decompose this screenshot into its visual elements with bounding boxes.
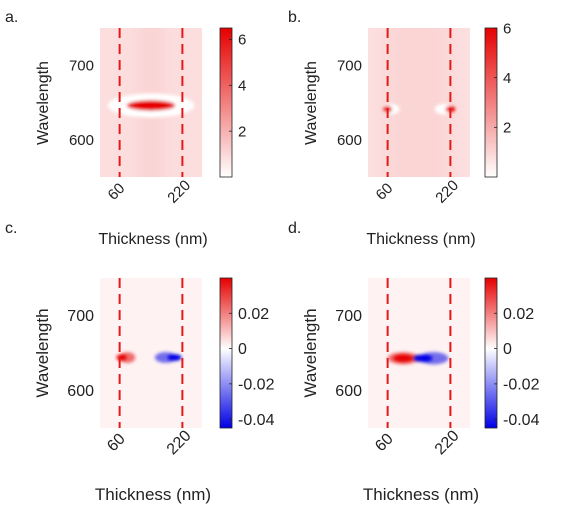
y-axis-label: Wavelength [303, 61, 320, 145]
hotspot [107, 93, 195, 118]
hotspot-core [393, 354, 414, 362]
panel-d: d. 600 700 60 220 Wavelength Thickness (nm) 0.0… [288, 220, 540, 504]
hotspot [387, 352, 419, 365]
x-axis-label: Thickness (nm) [363, 485, 479, 504]
colorbar-tick-label: 2 [503, 120, 511, 137]
colorbar-tick-label: 0.02 [503, 306, 534, 323]
x-tick-label: 60 [373, 180, 397, 204]
y-tick-label: 700 [69, 58, 94, 75]
colorbar-tick-label: -0.04 [238, 412, 275, 429]
panel-letter: a. [5, 9, 18, 26]
panel-c: c. 600 700 60 220 Wavelength Thickness (nm) 0.0… [5, 220, 275, 504]
hotspot-core [116, 354, 127, 361]
x-tick-label: 220 [164, 177, 194, 207]
colorbar-tick-label: 0 [503, 341, 512, 358]
y-axis-label: Wavelength [301, 308, 320, 397]
panel-b: b. 600 700 60 220 Wavelength Thickness (nm) 2 4 6 [288, 9, 511, 248]
colorbar-tick-label: -0.02 [238, 376, 275, 393]
colorbar-tick-label: 6 [503, 20, 511, 37]
x-tick-label: 220 [432, 427, 463, 458]
y-axis-label: Wavelength [33, 308, 52, 397]
x-axis-label: Thickness (nm) [95, 485, 211, 504]
x-tick-label: 60 [372, 430, 397, 455]
panel-letter: c. [5, 220, 17, 237]
colorbar [219, 277, 233, 429]
x-tick-label: 220 [164, 427, 195, 458]
hotspot-core [126, 100, 176, 111]
heatmap-field [368, 278, 470, 428]
y-tick-label: 600 [67, 383, 94, 400]
panel-letter: b. [288, 9, 301, 26]
x-tick-label: 60 [105, 180, 129, 204]
colorbar-tick-label: 0.02 [238, 306, 269, 323]
heatmap-field [100, 278, 202, 428]
colorbar [484, 277, 498, 429]
colorbar-tick-label: -0.04 [503, 412, 540, 429]
y-tick-label: 700 [335, 308, 362, 325]
hotspot-core [413, 354, 433, 362]
y-tick-label: 600 [69, 132, 94, 149]
panel-letter: d. [288, 220, 301, 237]
y-tick-label: 600 [335, 383, 362, 400]
colorbar-tick-label: -0.02 [503, 376, 540, 393]
hotspot [154, 352, 182, 363]
colorbar-tick-label: 2 [238, 123, 246, 140]
y-tick-label: 700 [337, 58, 362, 75]
colorbar [219, 27, 233, 178]
colorbar [484, 27, 498, 178]
x-tick-label: 220 [432, 177, 462, 207]
y-tick-label: 600 [337, 132, 362, 149]
colorbar-tick-label: 0 [238, 341, 247, 358]
colorbar-tick-label: 4 [238, 78, 246, 95]
hotspot [413, 352, 449, 365]
x-tick-label: 60 [104, 430, 129, 455]
hotspot-core [167, 354, 182, 361]
heatmap-field [368, 28, 470, 177]
x-axis-label: Thickness (nm) [366, 231, 475, 248]
y-tick-label: 700 [67, 308, 94, 325]
panel-a: a. 600 700 60 220 Wavelength Thickness (nm) 2 4 6 [5, 9, 246, 248]
y-axis-label: Wavelength [35, 61, 52, 145]
colorbar-tick-label: 4 [503, 70, 511, 87]
colorbar-tick-label: 6 [238, 32, 246, 49]
x-axis-label: Thickness (nm) [98, 231, 207, 248]
